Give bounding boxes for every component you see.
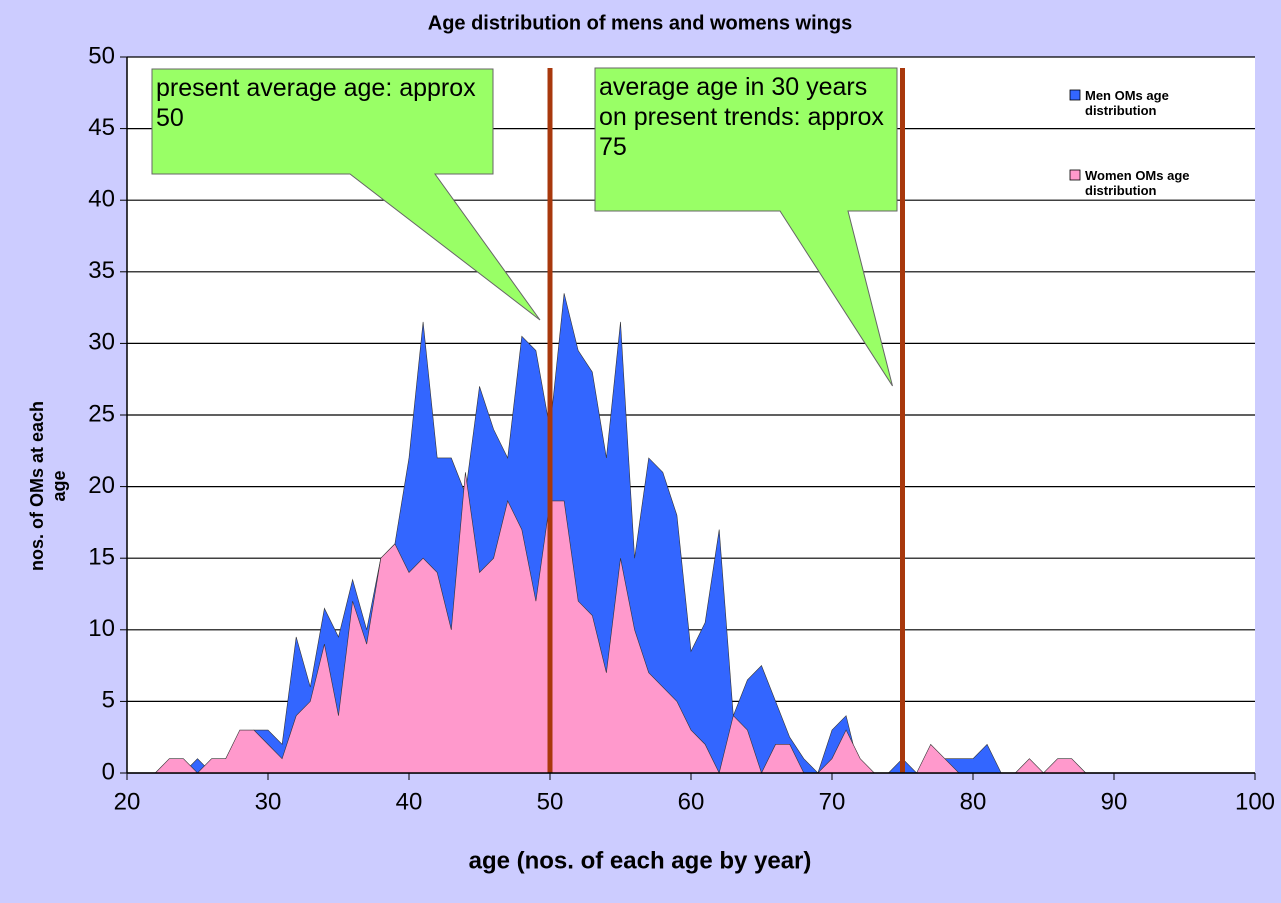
- x-tick-label: 70: [819, 788, 846, 815]
- x-tick-label: 80: [960, 788, 987, 815]
- y-tick-label: 10: [88, 615, 115, 642]
- callout-text: average age in 30 years on present trend…: [599, 73, 884, 161]
- y-tick-label: 5: [102, 687, 115, 714]
- x-tick-label: 40: [396, 788, 423, 815]
- x-tick-label: 50: [537, 788, 564, 815]
- x-axis-title: age (nos. of each age by year): [469, 847, 812, 874]
- y-tick-label: 35: [88, 257, 115, 284]
- legend-label: Men OMs age distribution: [1085, 88, 1169, 118]
- y-tick-label: 0: [102, 758, 115, 785]
- y-axis-title: nos. of OMs at each age: [27, 400, 69, 572]
- y-tick-label: 25: [88, 400, 115, 427]
- y-tick-label: 40: [88, 186, 115, 213]
- y-tick-label: 30: [88, 329, 115, 356]
- x-tick-label: 20: [114, 788, 141, 815]
- x-tick-label: 100: [1235, 788, 1275, 815]
- callout: [594, 67, 898, 387]
- y-tick-label: 50: [88, 42, 115, 69]
- callout-text: present average age: approx 50: [156, 74, 476, 132]
- y-tick-label: 45: [88, 114, 115, 141]
- legend-swatch: [1069, 89, 1081, 101]
- area: [154, 472, 1087, 774]
- legend-label: Women OMs age distribution: [1085, 168, 1190, 198]
- x-tick-label: 90: [1101, 788, 1128, 815]
- x-tick-label: 60: [678, 788, 705, 815]
- y-tick-label: 15: [88, 544, 115, 571]
- callout: [151, 68, 541, 321]
- legend-swatch: [1069, 169, 1081, 181]
- x-tick-label: 30: [255, 788, 282, 815]
- y-tick-label: 20: [88, 472, 115, 499]
- chart-title: Age distribution of mens and womens wing…: [428, 12, 852, 34]
